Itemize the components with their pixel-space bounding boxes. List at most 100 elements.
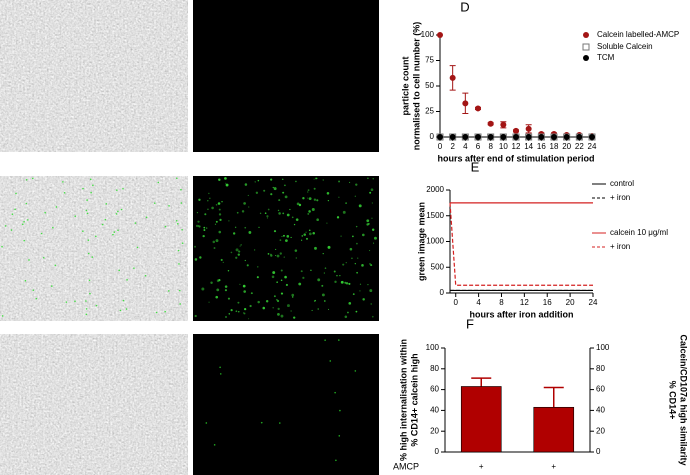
spot bbox=[227, 297, 230, 300]
spot bbox=[23, 239, 26, 242]
spot bbox=[117, 229, 119, 232]
marker bbox=[538, 134, 545, 140]
spot bbox=[361, 233, 365, 237]
spot bbox=[235, 248, 239, 252]
spot bbox=[333, 270, 336, 273]
spot bbox=[177, 249, 180, 252]
spot bbox=[326, 192, 330, 195]
brightfield-image bbox=[0, 0, 188, 152]
x-tick-label: 20 bbox=[562, 142, 571, 151]
spot bbox=[293, 223, 296, 226]
spot bbox=[339, 275, 341, 277]
x-tick-label: 22 bbox=[575, 142, 584, 151]
marker bbox=[475, 105, 481, 112]
spot bbox=[277, 312, 280, 316]
spot bbox=[334, 391, 336, 394]
spot bbox=[354, 195, 356, 197]
spot bbox=[249, 304, 252, 308]
spot bbox=[369, 191, 372, 194]
spot bbox=[125, 308, 128, 310]
marker bbox=[551, 134, 557, 140]
spot bbox=[280, 279, 283, 282]
spot bbox=[65, 301, 68, 303]
spot bbox=[311, 309, 313, 312]
spot bbox=[282, 212, 285, 215]
spot bbox=[273, 187, 277, 191]
spot bbox=[88, 279, 91, 282]
spot bbox=[275, 248, 277, 250]
spot bbox=[321, 293, 325, 297]
spot bbox=[175, 177, 178, 180]
fluorescence-image bbox=[193, 0, 379, 152]
spot bbox=[369, 289, 373, 293]
spot bbox=[358, 204, 362, 208]
spot bbox=[371, 217, 373, 219]
panel-label: B bbox=[201, 174, 210, 189]
spot bbox=[105, 203, 108, 205]
spot bbox=[215, 220, 218, 223]
spot bbox=[194, 314, 197, 318]
spot bbox=[291, 293, 295, 297]
spot bbox=[311, 208, 315, 211]
spot bbox=[282, 234, 285, 237]
spot bbox=[118, 269, 121, 272]
spot bbox=[357, 257, 359, 259]
spot bbox=[1, 245, 3, 248]
spot bbox=[164, 225, 167, 228]
spot bbox=[313, 300, 316, 302]
spot bbox=[355, 310, 358, 313]
spot bbox=[355, 225, 358, 228]
spot bbox=[176, 223, 179, 225]
spot bbox=[238, 311, 240, 313]
spot bbox=[85, 300, 87, 302]
spot bbox=[214, 223, 217, 225]
spot bbox=[203, 226, 206, 229]
y-tick-label: 100 bbox=[426, 343, 440, 352]
spot bbox=[323, 272, 325, 274]
spot bbox=[371, 202, 374, 204]
spot bbox=[204, 213, 207, 216]
spot bbox=[282, 191, 285, 194]
spot bbox=[248, 206, 250, 208]
spot bbox=[278, 199, 281, 202]
spot bbox=[305, 231, 307, 233]
spot bbox=[347, 311, 349, 314]
spot bbox=[329, 360, 332, 362]
spot bbox=[296, 202, 300, 206]
y2-tick-label: 100 bbox=[596, 343, 610, 352]
spot bbox=[14, 208, 16, 211]
spot bbox=[255, 191, 259, 194]
spot bbox=[167, 290, 170, 292]
spot bbox=[237, 301, 240, 304]
spot bbox=[275, 298, 278, 301]
spot bbox=[300, 270, 303, 273]
spot bbox=[338, 180, 341, 183]
spot bbox=[345, 262, 347, 264]
spot bbox=[340, 235, 342, 237]
y-tick-label: 0 bbox=[435, 447, 440, 456]
spot bbox=[278, 212, 281, 215]
row-label: AMCP bbox=[393, 461, 419, 471]
spot bbox=[205, 422, 208, 424]
spot bbox=[307, 191, 309, 193]
spot bbox=[302, 197, 305, 200]
marker bbox=[487, 134, 494, 140]
spot bbox=[250, 292, 253, 295]
spot bbox=[263, 189, 266, 192]
spot bbox=[42, 256, 45, 259]
marker bbox=[437, 32, 443, 38]
spot bbox=[367, 177, 369, 180]
y-axis-label: green image mean bbox=[416, 202, 426, 281]
spot bbox=[224, 285, 228, 288]
x-axis-label: hours after end of stimulation period bbox=[437, 153, 594, 163]
legend-label: Calcein labelled-AMCP bbox=[597, 30, 679, 39]
spot bbox=[342, 263, 345, 266]
spot bbox=[215, 203, 218, 206]
spot bbox=[308, 232, 312, 236]
spot bbox=[373, 242, 375, 244]
spot bbox=[324, 339, 326, 341]
spot bbox=[35, 297, 38, 300]
y-tick-label: 0 bbox=[430, 132, 435, 141]
error-bar bbox=[543, 386, 564, 408]
spot bbox=[317, 308, 319, 310]
